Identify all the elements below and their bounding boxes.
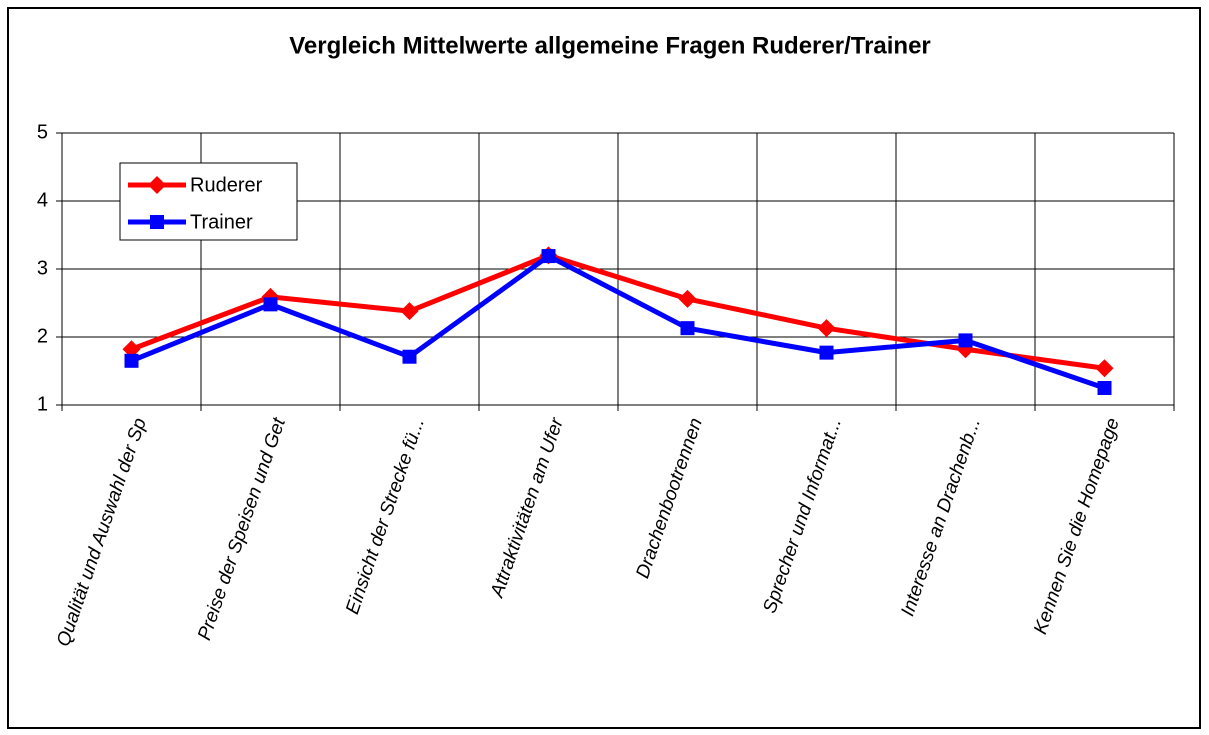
legend-label: Ruderer: [190, 174, 263, 196]
point-marker: [402, 349, 417, 364]
point-marker: [1095, 359, 1114, 378]
point-marker: [958, 333, 973, 348]
y-tick-label: 3: [37, 257, 48, 279]
point-marker: [541, 249, 556, 264]
series-line: [130, 252, 1105, 371]
point-marker: [124, 353, 139, 368]
point-marker: [680, 321, 695, 336]
legend-label: Trainer: [190, 211, 253, 233]
point-marker: [678, 289, 697, 308]
point-marker: [1097, 381, 1112, 395]
y-tick-label: 5: [37, 121, 48, 143]
chart-border: [7, 7, 1201, 729]
point-marker: [400, 302, 419, 321]
y-tick-label: 1: [37, 393, 48, 415]
chart-title: Vergleich Mittelwerte allgemeine Fragen …: [289, 32, 931, 59]
series-line: [130, 253, 1106, 391]
legend-box: [119, 162, 298, 241]
y-tick-label: 2: [37, 325, 48, 347]
y-tick-label: 4: [37, 189, 48, 211]
point-marker: [263, 297, 278, 312]
point-marker: [817, 319, 836, 338]
legend-marker: [148, 176, 166, 194]
legend-marker: [150, 215, 164, 229]
point-marker: [122, 340, 141, 359]
point-marker: [819, 345, 834, 360]
